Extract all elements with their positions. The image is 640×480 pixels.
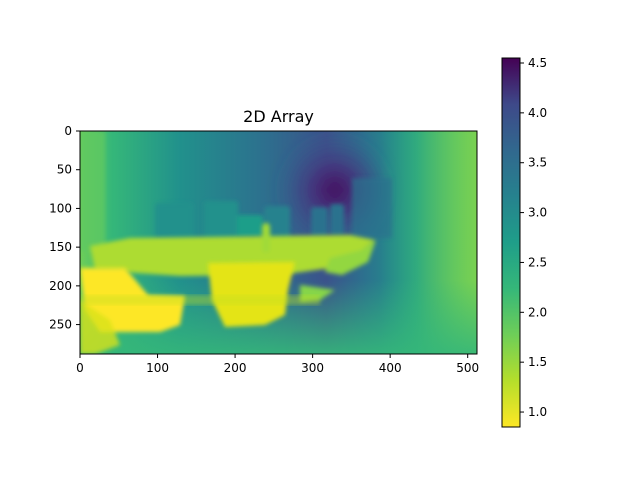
y-axis: 0 50 100 150 200 250 <box>49 124 80 332</box>
y-tick-label: 200 <box>49 279 72 293</box>
x-tick-label: 400 <box>379 361 402 375</box>
colorbar <box>501 57 521 428</box>
colorbar-tick-label: 4.0 <box>528 106 547 120</box>
colorbar-tick-label: 1.5 <box>528 355 547 369</box>
colorbar-tick-label: 4.5 <box>528 56 547 70</box>
colorbar-tick-label: 3.5 <box>528 156 547 170</box>
colorbar-tick-label: 1.0 <box>528 405 547 419</box>
x-tick-label: 500 <box>456 361 479 375</box>
y-tick-label: 150 <box>49 240 72 254</box>
x-tick-label: 0 <box>76 361 84 375</box>
colorbar-tick-label: 2.5 <box>528 255 547 269</box>
x-axis: 0 100 200 300 400 500 <box>76 354 479 375</box>
plot-frame <box>79 130 478 355</box>
chart-title: 2D Array <box>243 107 314 126</box>
heatmap-image <box>80 131 477 354</box>
x-tick-label: 100 <box>146 361 169 375</box>
colorbar-tick-label: 3.0 <box>528 206 547 220</box>
y-tick-label: 50 <box>57 163 72 177</box>
y-tick-label: 250 <box>49 318 72 332</box>
x-tick-label: 200 <box>224 361 247 375</box>
colorbar-axis: 1.0 1.5 2.0 2.5 3.0 3.5 4.0 4.5 <box>520 56 547 419</box>
x-tick-label: 300 <box>301 361 324 375</box>
y-tick-label: 0 <box>64 124 72 138</box>
colorbar-tick-label: 2.0 <box>528 305 547 319</box>
y-tick-label: 100 <box>49 201 72 215</box>
